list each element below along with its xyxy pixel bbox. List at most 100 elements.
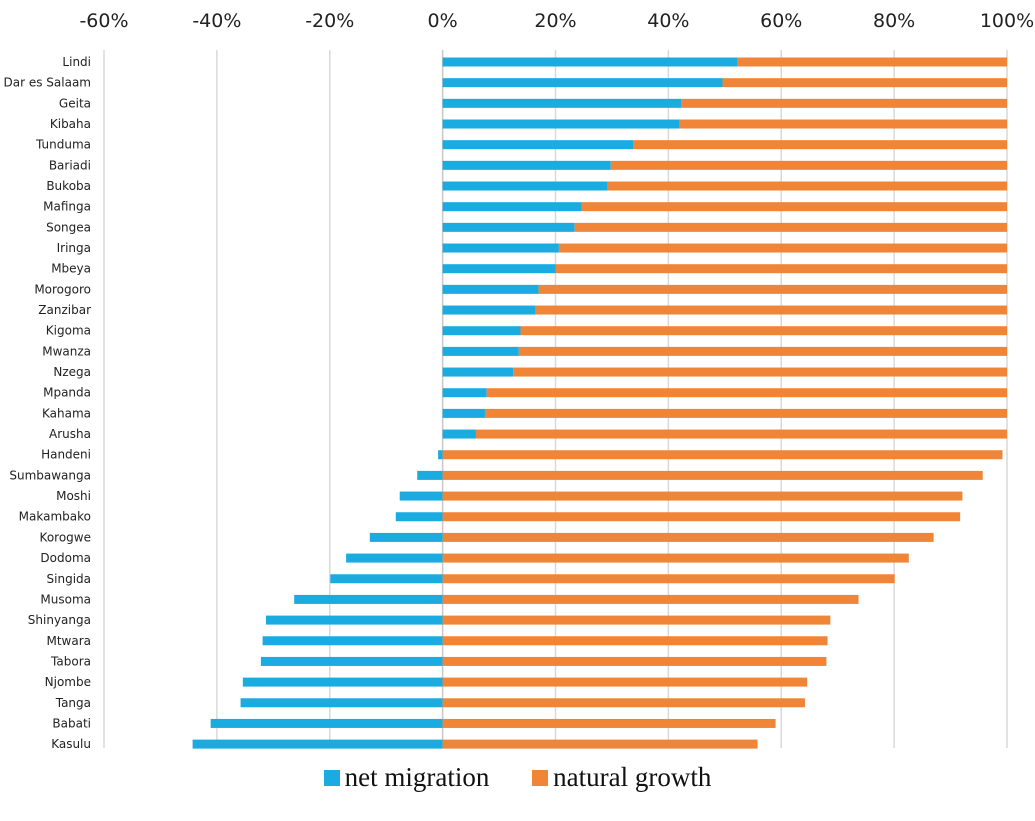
bar-natural-growth	[442, 677, 808, 687]
category-label: Kibaha	[50, 117, 91, 131]
category-label: Bukoba	[46, 179, 91, 193]
x-tick-label: 80%	[873, 10, 915, 32]
bar-net-migration	[260, 656, 443, 666]
x-tick-labels: -60% -40% -20% 0% 20% 40% 60% 80% 100%	[79, 10, 1034, 32]
bar-natural-growth	[442, 718, 776, 728]
category-label: Nzega	[53, 365, 91, 379]
bar-net-migration	[442, 140, 634, 150]
bar-net-migration	[262, 636, 443, 646]
bar-net-migration	[442, 98, 682, 108]
category-label: Tanga	[55, 696, 91, 710]
legend-label-net-migration: net migration	[344, 762, 490, 793]
x-tick-label: 60%	[760, 10, 802, 32]
category-label: Sumbawanga	[9, 468, 91, 482]
category-label: Korogwe	[40, 530, 91, 544]
category-label: Iringa	[57, 241, 91, 255]
category-label: Njombe	[45, 675, 91, 689]
bar-natural-growth	[538, 284, 1007, 294]
category-label: Kahama	[42, 406, 91, 420]
bar-net-migration	[442, 160, 611, 170]
bar-net-migration	[438, 450, 443, 460]
bar-natural-growth	[722, 78, 1007, 88]
x-tick-label: 100%	[980, 10, 1034, 32]
bar-net-migration	[442, 57, 738, 67]
bar-net-migration	[442, 222, 575, 232]
bar-net-migration	[265, 615, 443, 625]
category-label: Geita	[59, 96, 91, 110]
bar-net-migration	[442, 181, 608, 191]
x-tick-label: -60%	[79, 10, 128, 32]
bar-natural-growth	[442, 594, 859, 604]
category-label: Babati	[52, 716, 91, 730]
category-label: Tunduma	[35, 138, 91, 152]
category-label: Mpanda	[43, 386, 91, 400]
category-label: Kigoma	[46, 324, 91, 338]
bar-net-migration	[442, 284, 539, 294]
bar-net-migration	[346, 553, 443, 563]
category-label: Shinyanga	[28, 613, 91, 627]
category-label: Musoma	[40, 592, 91, 606]
legend-label-natural-growth: natural growth	[553, 762, 712, 793]
legend-item-net-migration: net migration	[323, 762, 490, 793]
bar-natural-growth	[581, 202, 1007, 212]
bar-natural-growth	[520, 326, 1007, 336]
bar-natural-growth	[633, 140, 1007, 150]
category-label: Makambako	[19, 510, 91, 524]
category-label: Tabora	[50, 654, 91, 668]
category-label: Kasulu	[51, 737, 91, 750]
bar-natural-growth	[610, 160, 1007, 170]
bar-natural-growth	[607, 181, 1007, 191]
bar-natural-growth	[442, 615, 831, 625]
bar-net-migration	[399, 491, 443, 501]
legend-item-natural-growth: natural growth	[532, 762, 711, 793]
bars	[192, 57, 1008, 749]
bar-natural-growth	[558, 243, 1007, 253]
bar-natural-growth	[442, 512, 961, 522]
bar-net-migration	[442, 243, 559, 253]
category-label: Singida	[47, 572, 91, 586]
bar-natural-growth	[442, 739, 758, 749]
category-label: Handeni	[41, 448, 91, 462]
bar-natural-growth	[681, 98, 1007, 108]
category-label: Mwanza	[42, 344, 91, 358]
bar-natural-growth	[737, 57, 1007, 67]
x-tick-label: 40%	[647, 10, 689, 32]
category-label: Moshi	[56, 489, 91, 503]
bar-net-migration	[442, 388, 487, 398]
bar-net-migration	[192, 739, 443, 749]
bar-net-migration	[442, 119, 680, 129]
category-label: Arusha	[49, 427, 91, 441]
bar-net-migration	[442, 264, 556, 274]
bar-natural-growth	[555, 264, 1007, 274]
category-label: Dodoma	[40, 551, 91, 565]
bar-net-migration	[442, 346, 519, 356]
category-labels: Lindi Dar es Salaam Geita Kibaha Tunduma Bari…	[4, 55, 92, 750]
bar-natural-growth	[518, 346, 1007, 356]
bar-natural-growth	[442, 698, 805, 708]
category-label: Morogoro	[34, 282, 91, 296]
category-label: Mafinga	[43, 200, 91, 214]
stacked-bar-chart: -60% -40% -20% 0% 20% 40% 60% 80% 100% Lindi Dar …	[4, 10, 1035, 750]
category-label: Mtwara	[46, 634, 91, 648]
bar-natural-growth	[679, 119, 1007, 129]
bar-natural-growth	[535, 305, 1007, 315]
bar-net-migration	[369, 532, 443, 542]
bar-net-migration	[294, 594, 443, 604]
bar-net-migration	[242, 677, 443, 687]
bar-net-migration	[442, 408, 485, 418]
bar-net-migration	[417, 470, 443, 480]
bar-natural-growth	[442, 470, 983, 480]
bar-natural-growth	[574, 222, 1007, 232]
category-label: Lindi	[62, 55, 91, 69]
bar-net-migration	[442, 202, 582, 212]
bar-natural-growth	[513, 367, 1007, 377]
bar-natural-growth	[442, 491, 963, 501]
bar-net-migration	[442, 78, 723, 88]
bar-natural-growth	[484, 408, 1007, 418]
legend-swatch-net-migration	[323, 770, 340, 787]
bar-net-migration	[442, 429, 476, 439]
category-label: Dar es Salaam	[4, 76, 92, 90]
bar-natural-growth	[486, 388, 1007, 398]
category-label: Bariadi	[49, 158, 91, 172]
legend: net migration natural growth	[0, 760, 1035, 793]
